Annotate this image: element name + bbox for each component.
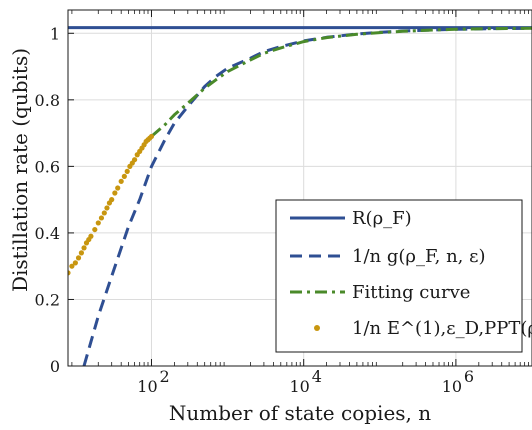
series-ppt-points-point — [69, 263, 75, 269]
series-ppt-points-point — [115, 185, 121, 191]
series-ppt-points-point — [118, 178, 124, 184]
x-tick-label: 10 — [442, 377, 462, 396]
y-tick-label: 0.6 — [35, 157, 60, 176]
series-ppt-points-point — [109, 197, 115, 203]
series-ppt-points-point — [95, 220, 101, 226]
series-ppt-points-point — [75, 255, 82, 261]
x-tick-exponent: 6 — [464, 367, 474, 386]
series-ppt-points-point — [101, 210, 107, 216]
series-ppt-points-point — [92, 226, 98, 233]
series-ppt-points-point — [121, 173, 127, 179]
x-tick-exponent: 4 — [312, 367, 322, 386]
x-tick-label: 10 — [137, 377, 157, 396]
y-tick-label: 0.4 — [35, 224, 60, 243]
series-ppt-points-point — [78, 250, 85, 256]
series-ppt-points-point — [68, 270, 71, 276]
y-axis-label: Distillation rate (qubits) — [8, 48, 32, 292]
series-ppt-points-point — [88, 233, 94, 239]
series-ppt-points-point — [124, 168, 130, 174]
plot-series — [68, 26, 532, 366]
y-tick-label: 1 — [50, 24, 60, 43]
series-ppt-points-point — [98, 215, 105, 221]
legend-label-ppt-points: 1/n E^(1),ε_D,PPT(ρ_F^⊗n) — [352, 318, 532, 339]
x-axis-label: Number of state copies, n — [169, 401, 431, 425]
legend-label-g-function: 1/n g(ρ_F, n, ε) — [352, 246, 485, 267]
legend-swatch-ppt-points — [314, 325, 320, 331]
series-ppt-points-point — [81, 245, 87, 251]
legend-label-fitting-curve: Fitting curve — [352, 282, 470, 303]
x-tick-exponent: 2 — [159, 367, 169, 386]
grid — [68, 10, 532, 367]
legend-label-rate-bound: R(ρ_F) — [352, 208, 412, 229]
x-tick-label: 10 — [290, 377, 310, 396]
legend: R(ρ_F) 1/n g(ρ_F, n, ε) Fitting curve 1/… — [275, 199, 532, 353]
y-tick-label: 0 — [50, 357, 60, 376]
series-ppt-points-point — [104, 205, 110, 211]
series-ppt-points-point — [131, 157, 138, 163]
series-ppt-points-point — [148, 133, 155, 140]
series-ppt-points-point — [72, 260, 78, 266]
series-ppt-points-point — [112, 190, 118, 196]
y-tick-label: 0.8 — [35, 91, 60, 110]
y-tick-label: 0.2 — [35, 290, 60, 309]
series-fitting-curve-line — [150, 26, 532, 138]
